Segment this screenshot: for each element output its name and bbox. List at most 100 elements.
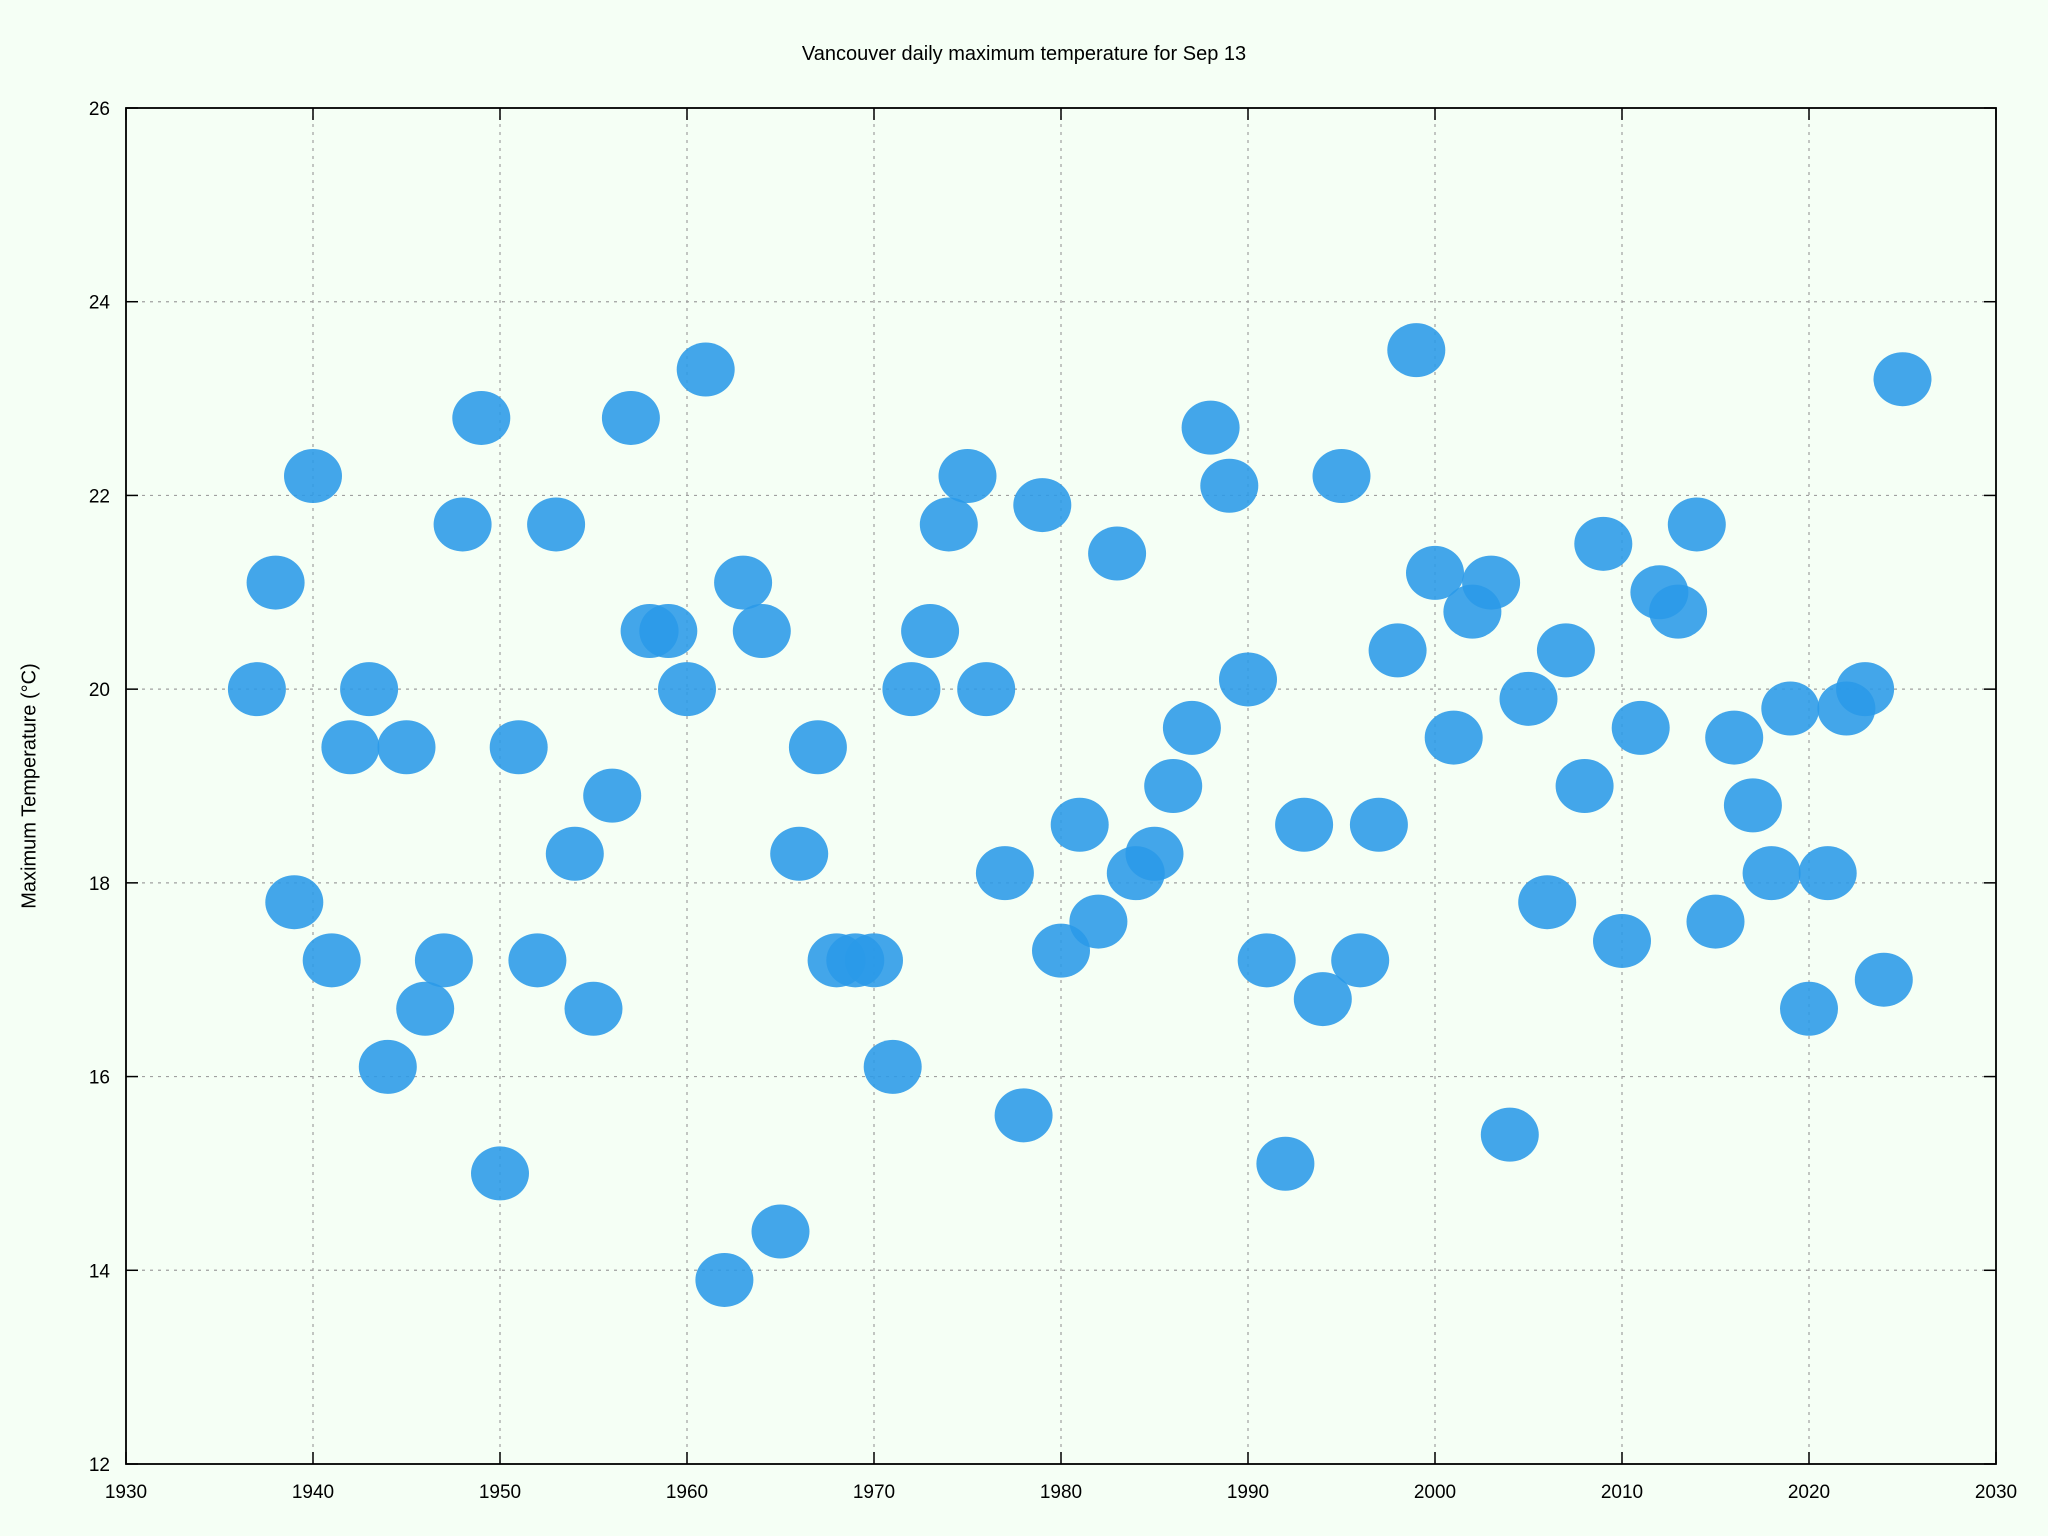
data-point bbox=[1686, 894, 1745, 949]
data-point bbox=[1518, 875, 1577, 930]
data-point bbox=[1069, 894, 1128, 949]
data-point bbox=[433, 497, 492, 552]
data-point bbox=[1219, 652, 1277, 707]
data-point bbox=[1349, 797, 1408, 852]
x-tick-label: 1970 bbox=[853, 1482, 895, 1503]
data-point bbox=[1723, 778, 1782, 833]
x-tick-label: 2010 bbox=[1601, 1482, 1643, 1503]
data-point bbox=[1181, 400, 1240, 455]
data-point bbox=[1200, 458, 1259, 513]
plot-frame bbox=[125, 107, 1997, 1465]
data-point bbox=[545, 826, 604, 881]
data-point bbox=[676, 342, 735, 397]
data-point bbox=[1013, 478, 1072, 533]
data-point bbox=[471, 1146, 529, 1201]
y-tick-label: 22 bbox=[89, 486, 110, 507]
data-point bbox=[1649, 584, 1708, 639]
data-point bbox=[1293, 972, 1352, 1027]
x-tick-label: 1990 bbox=[1227, 1482, 1269, 1503]
data-point bbox=[1368, 623, 1427, 678]
data-point bbox=[414, 933, 473, 988]
data-point bbox=[695, 1252, 754, 1307]
x-tick-label: 1930 bbox=[105, 1482, 147, 1503]
y-tick-label: 16 bbox=[89, 1068, 110, 1089]
data-point bbox=[1761, 681, 1820, 736]
data-point bbox=[1088, 526, 1147, 581]
data-point bbox=[1480, 1107, 1539, 1162]
data-point bbox=[302, 933, 361, 988]
x-tick-label: 1950 bbox=[479, 1482, 521, 1503]
data-point bbox=[714, 555, 773, 610]
data-point bbox=[1406, 545, 1464, 600]
data-point bbox=[1536, 623, 1595, 678]
data-point bbox=[975, 846, 1034, 901]
data-point bbox=[658, 662, 716, 717]
data-point bbox=[583, 768, 642, 823]
data-point bbox=[863, 1039, 922, 1094]
data-point bbox=[489, 720, 548, 775]
data-point bbox=[227, 662, 286, 717]
data-point bbox=[1331, 933, 1390, 988]
y-tick-label: 20 bbox=[89, 680, 110, 701]
data-point bbox=[770, 826, 829, 881]
data-point bbox=[1144, 759, 1203, 813]
grid bbox=[126, 108, 1996, 1464]
y-tick-label: 26 bbox=[89, 99, 110, 120]
y-tick-label: 24 bbox=[89, 293, 111, 314]
data-point bbox=[1780, 981, 1838, 1036]
data-point bbox=[957, 662, 1016, 717]
data-point bbox=[788, 720, 847, 775]
data-point bbox=[732, 604, 791, 659]
data-point bbox=[452, 390, 511, 445]
data-point bbox=[1125, 826, 1184, 881]
data-point bbox=[265, 875, 324, 930]
data-point bbox=[1499, 671, 1558, 726]
y-tick-label: 12 bbox=[89, 1455, 110, 1476]
data-point bbox=[938, 449, 997, 504]
data-point bbox=[1742, 846, 1801, 901]
data-point bbox=[1574, 516, 1633, 571]
axis-ticks bbox=[125, 107, 1997, 1465]
data-point bbox=[1462, 555, 1521, 610]
data-point bbox=[1705, 710, 1764, 765]
data-point bbox=[377, 720, 436, 775]
x-tick-label: 1960 bbox=[666, 1482, 708, 1503]
data-point bbox=[1854, 952, 1913, 1007]
data-point bbox=[1256, 1136, 1315, 1191]
data-point bbox=[1275, 797, 1334, 852]
data-point bbox=[1050, 797, 1109, 852]
data-point bbox=[1555, 759, 1614, 813]
data-point bbox=[901, 604, 960, 659]
data-points bbox=[227, 323, 1932, 1307]
data-point bbox=[246, 555, 305, 610]
y-axis-label: Maximum Temperature (°C) bbox=[18, 663, 40, 908]
y-axis-tick-labels: 12 14 16 18 20 22 24 26 bbox=[89, 99, 111, 1476]
data-point bbox=[639, 604, 698, 659]
data-point bbox=[527, 497, 586, 552]
data-point bbox=[845, 933, 903, 988]
x-tick-label: 1980 bbox=[1040, 1482, 1082, 1503]
x-axis-tick-labels: 1930 1940 1950 1960 1970 1980 1990 2000 2010 2020… bbox=[105, 1482, 2017, 1503]
data-point bbox=[340, 662, 399, 717]
data-point bbox=[1387, 323, 1446, 378]
data-point bbox=[1424, 710, 1483, 765]
data-point bbox=[1836, 662, 1895, 717]
data-point bbox=[1667, 497, 1726, 552]
data-point bbox=[1162, 700, 1221, 755]
x-tick-label: 2030 bbox=[1975, 1482, 2017, 1503]
x-tick-label: 2000 bbox=[1414, 1482, 1456, 1503]
y-tick-label: 18 bbox=[89, 874, 110, 895]
y-tick-label: 14 bbox=[89, 1261, 111, 1282]
x-tick-label: 1940 bbox=[292, 1482, 334, 1503]
data-point bbox=[1312, 449, 1371, 504]
data-point bbox=[564, 981, 623, 1036]
data-point bbox=[751, 1204, 810, 1259]
data-point bbox=[1873, 352, 1932, 407]
chart-title: Vancouver daily maximum temperature for … bbox=[802, 43, 1246, 65]
data-point bbox=[601, 390, 660, 445]
data-point bbox=[994, 1088, 1053, 1143]
data-point bbox=[1593, 913, 1651, 968]
data-point bbox=[358, 1039, 417, 1094]
data-point bbox=[1237, 933, 1296, 988]
